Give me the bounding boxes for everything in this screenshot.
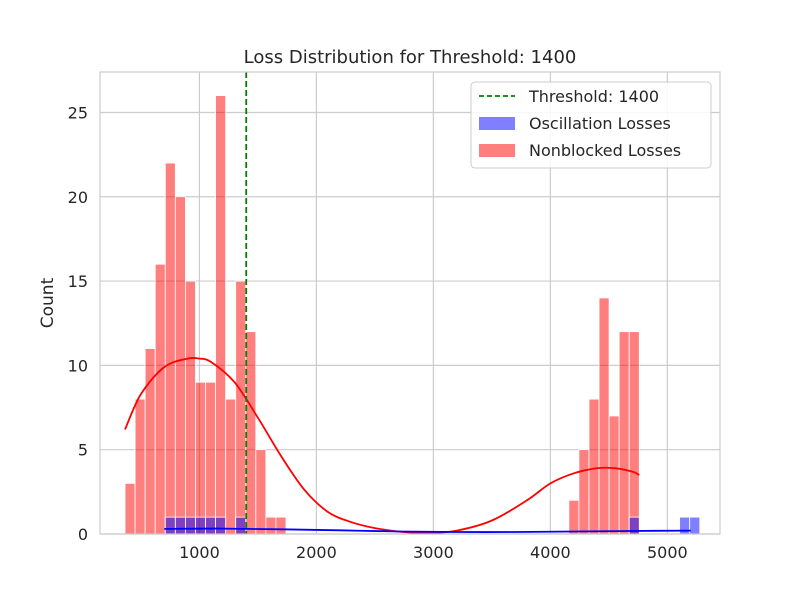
nonblocked-bar xyxy=(184,280,196,535)
kde-curves xyxy=(124,356,691,535)
y-tick-label: 0 xyxy=(78,525,88,544)
nonblocked-bar xyxy=(174,196,186,535)
nonblocked-bar xyxy=(134,398,146,535)
nonblocked-kde-curve xyxy=(124,356,640,535)
x-tick-label: 4000 xyxy=(530,543,571,562)
legend-nonblocked-label: Nonblocked Losses xyxy=(529,141,681,160)
nonblocked-bar xyxy=(225,398,237,535)
nonblocked-bar xyxy=(275,516,287,535)
x-tick-label: 2000 xyxy=(296,543,337,562)
nonblocked-bar xyxy=(195,381,206,535)
nonblocked-bar xyxy=(255,449,267,535)
y-tick-label: 20 xyxy=(68,188,88,207)
nonblocked-bar xyxy=(618,331,630,535)
x-tick-label: 1000 xyxy=(179,543,220,562)
y-tick-label: 5 xyxy=(78,441,88,460)
y-axis-label: Count xyxy=(38,277,58,328)
nonblocked-bar xyxy=(578,449,590,535)
oscillation-bar xyxy=(235,516,247,535)
nonblocked-bar xyxy=(598,297,610,535)
legend: Threshold: 1400 Oscillation Losses Nonbl… xyxy=(470,81,712,169)
oscillation-bar xyxy=(689,516,701,535)
nonblocked-bar xyxy=(124,483,136,535)
legend-nonblocked-swatch xyxy=(479,144,515,157)
nonblocked-bar xyxy=(608,415,620,535)
oscillation-bar xyxy=(184,516,196,535)
oscillation-bar xyxy=(164,516,176,535)
legend-oscillation-label: Oscillation Losses xyxy=(529,114,671,133)
y-tick-label: 15 xyxy=(68,272,88,291)
x-tick-labels: 1000 2000 3000 4000 5000 xyxy=(179,543,688,562)
nonblocked-bar xyxy=(235,280,247,535)
nonblocked-bar xyxy=(588,398,600,535)
oscillation-kde-curve xyxy=(164,527,691,533)
nonblocked-bar xyxy=(154,263,166,535)
oscillation-bar xyxy=(174,516,186,535)
y-tick-labels: 0 5 10 15 20 25 xyxy=(68,103,88,544)
chart-title: Loss Distribution for Threshold: 1400 xyxy=(244,47,577,68)
plot-frame xyxy=(99,71,721,535)
legend-oscillation-swatch xyxy=(479,117,515,130)
nonblocked-bar xyxy=(568,499,580,535)
oscillation-bar xyxy=(195,516,206,535)
nonblocked-bar xyxy=(245,331,257,535)
nonblocked-bar xyxy=(215,95,227,535)
legend-frame xyxy=(470,81,712,169)
legend-threshold-label: Threshold: 1400 xyxy=(528,87,659,106)
nonblocked-bar xyxy=(205,381,216,535)
y-tick-label: 25 xyxy=(68,103,88,122)
oscillation-bar xyxy=(205,516,216,535)
nonblocked-bar xyxy=(628,331,640,535)
y-tick-label: 10 xyxy=(68,356,88,375)
nonblocked-bar xyxy=(265,516,277,535)
oscillation-bar xyxy=(215,516,227,535)
nonblocked-bar xyxy=(164,162,176,535)
x-tick-label: 3000 xyxy=(413,543,454,562)
x-tick-label: 5000 xyxy=(647,543,688,562)
histogram-bars xyxy=(124,95,701,535)
